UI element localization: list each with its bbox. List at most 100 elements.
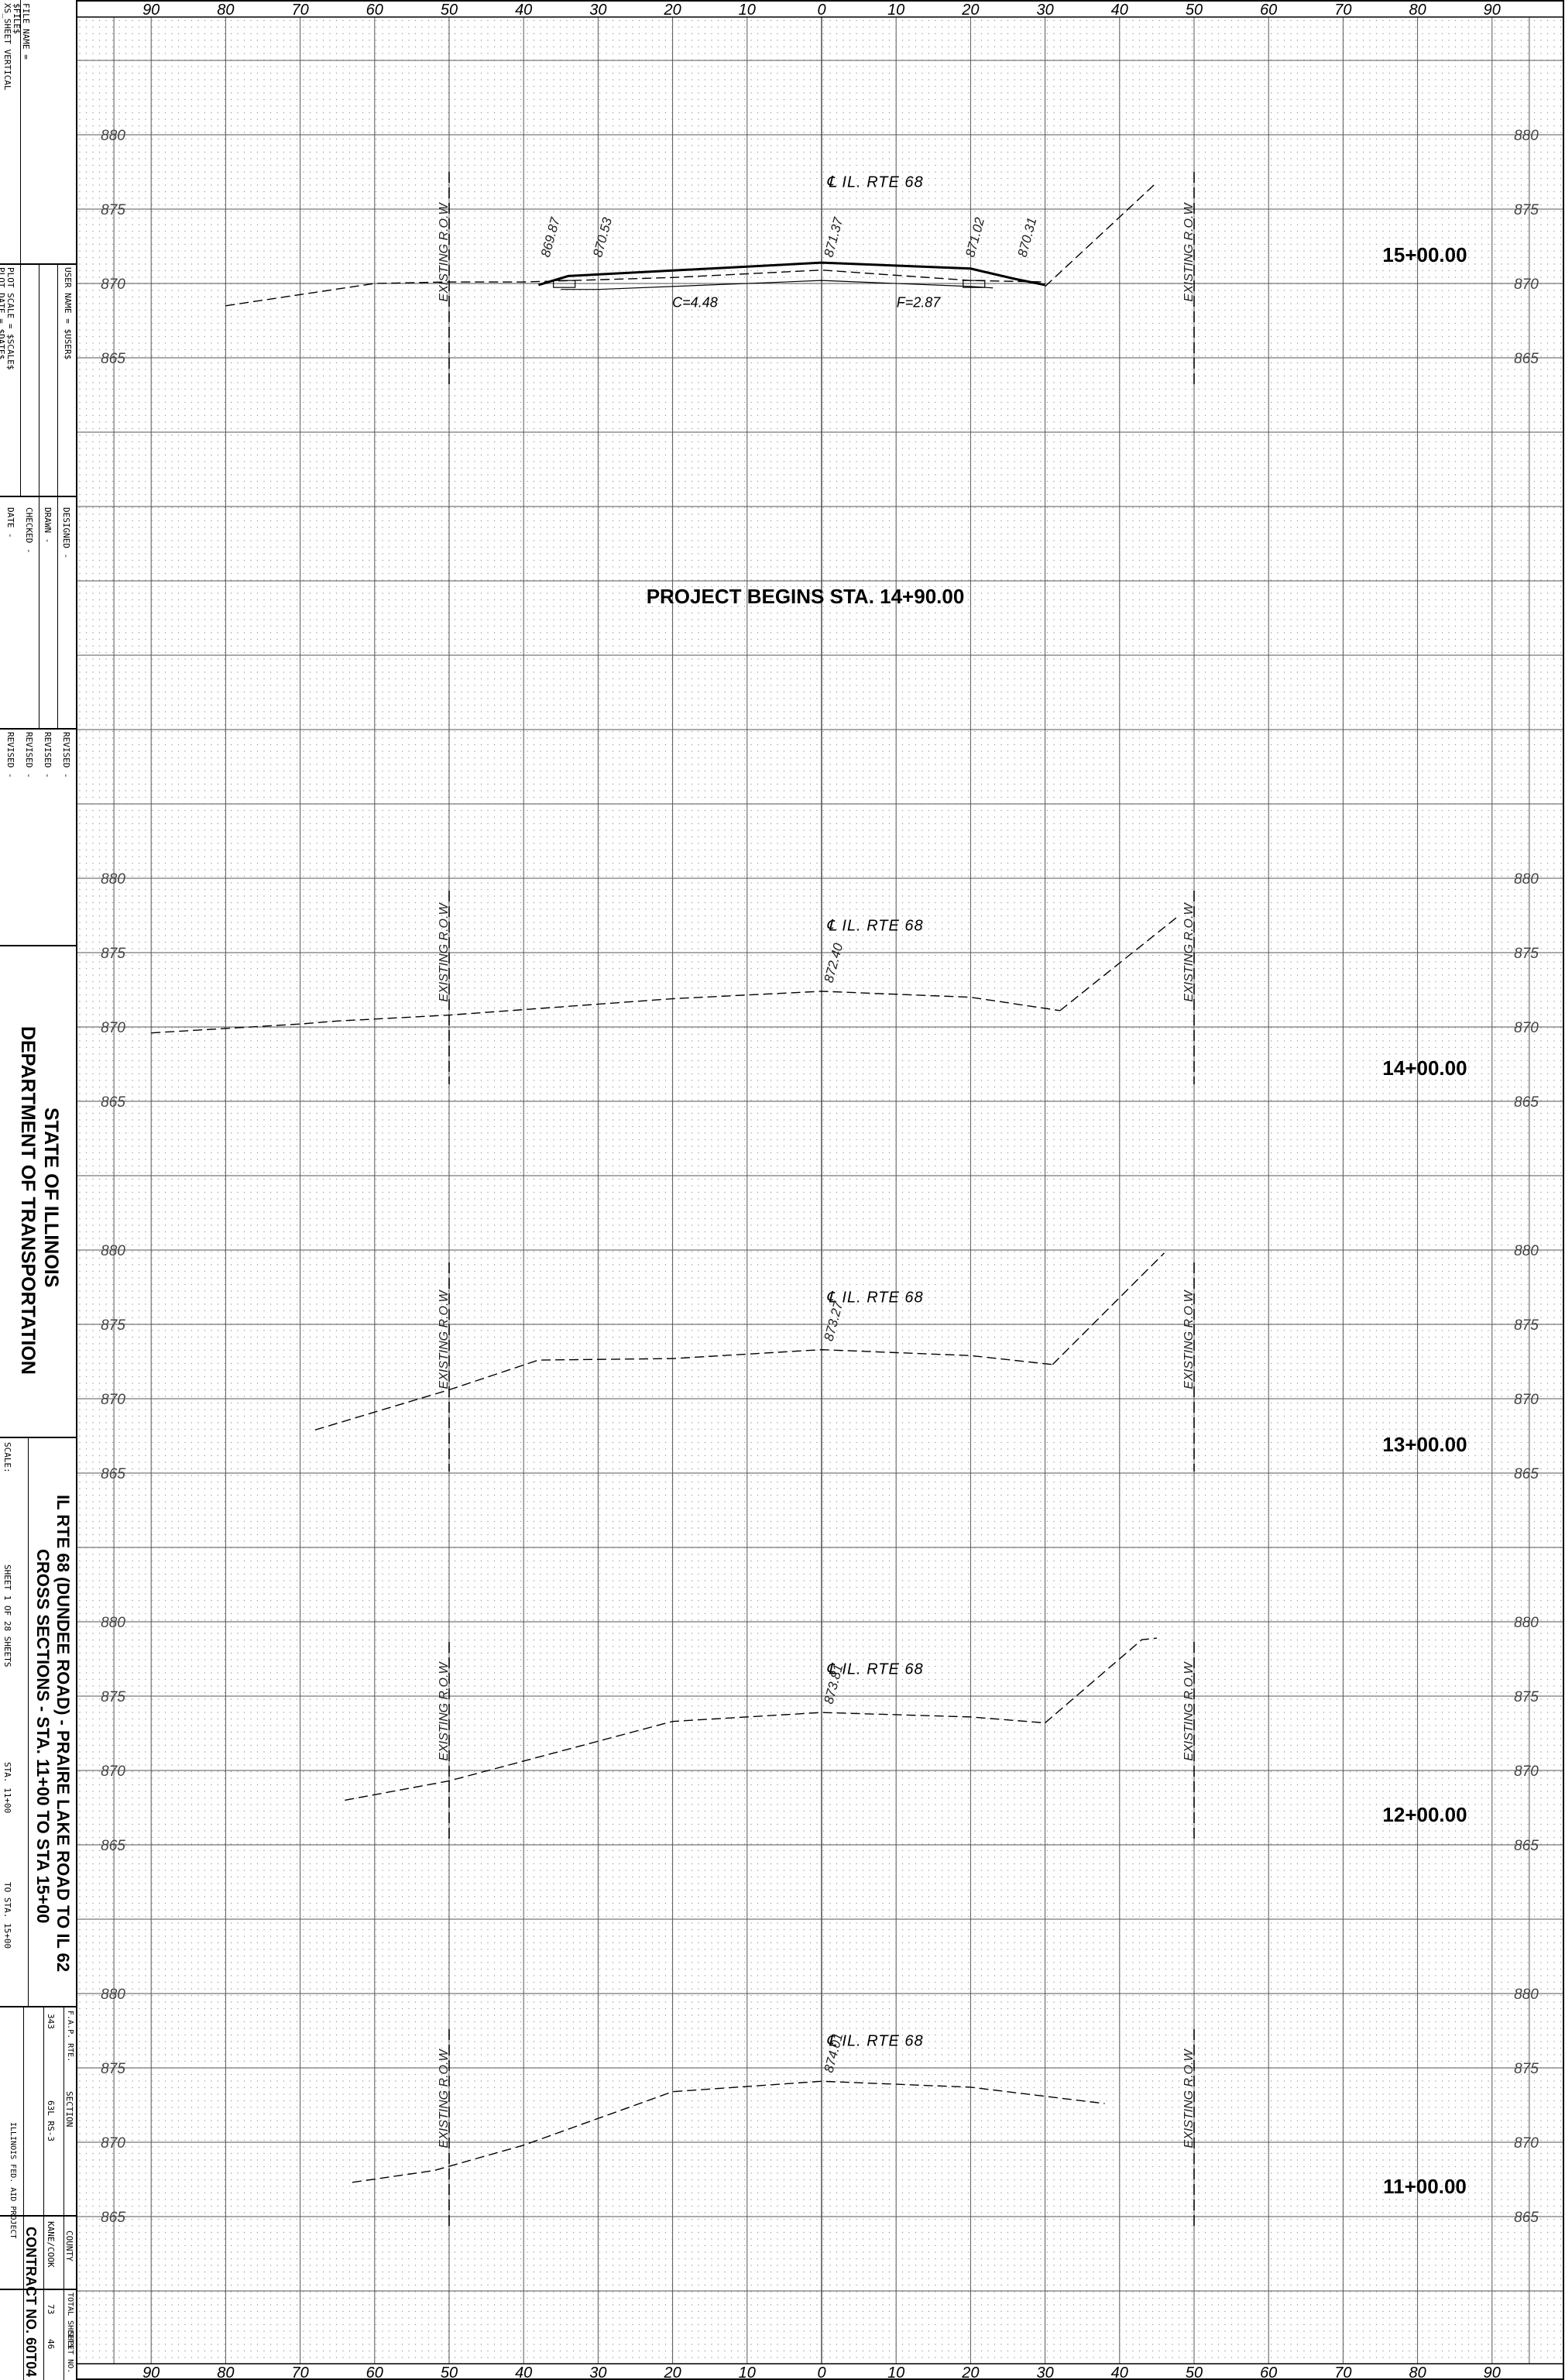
station-to: TO STA. 15+00 [2,1882,12,1949]
elevation-label: 875 [101,1317,125,1334]
cross-section-13+00.00: 880 880 875 875 870 870 865 865 EXISTING R.O.W EX… [101,1243,1539,1482]
section-header: SECTION [64,2091,74,2128]
elevation-label: 875 [1514,946,1539,962]
offset-tick-label: 30 [589,2,606,19]
elevation-label: 865 [101,1094,125,1111]
top-offset-axis: 90 80 70 60 50 40 30 20 10 0 10 20 30 40 50 60 70 80 90 [142,2,1501,19]
elevation-label: 880 [101,128,125,144]
date-field: DATE - [5,507,15,538]
offset-tick-label: 10 [887,2365,904,2380]
fap-rte-value: 343 [46,2014,56,2029]
sheet-no-header: SHEET NO. [66,2331,74,2374]
elevation-label: 870 [1514,276,1539,293]
elevation-label: 875 [101,1689,125,1705]
side-slope-line [1045,181,1158,287]
section-value: 63L RS-3 [46,2100,56,2141]
bottom-offset-axis: 90 80 70 60 50 40 30 20 10 0 10 20 30 40 50 60 70 80 90 [142,2365,1501,2380]
offset-tick-label: 60 [366,2,383,19]
offset-tick-label: 10 [739,2365,756,2380]
project-begins-note: PROJECT BEGINS STA. 14+90.00 [647,585,965,608]
offset-tick-label: 30 [1036,2365,1053,2380]
curb-left [553,280,576,288]
row-label: EXISTING R.O.W [1182,1290,1196,1389]
plot-date: PLOT DATE = $DATE$ [0,267,6,360]
proposed-pavement-line [538,261,1045,287]
elevation-label: 865 [101,2210,125,2226]
offset-tick-label: 50 [441,2365,458,2380]
offset-tick-label: 80 [1409,2365,1426,2380]
elevation-label: 870 [1514,2135,1539,2152]
file-name-label: FILE NAME = [21,3,31,60]
revised-field: REVISED - [5,732,15,778]
row-label: EXISTING R.O.W [1182,1661,1196,1761]
station-label: 12+00.00 [1382,1803,1467,1826]
offset-tick-label: 20 [663,2365,681,2380]
offset-tick-label: 40 [515,2,532,19]
offset-tick-label: 70 [1334,2365,1351,2380]
total-sheets-value: 73 [46,2304,56,2315]
offset-tick-label: 20 [961,2365,979,2380]
elevation-label: 870 [1514,1020,1539,1036]
sheet-title-line-2: CROSS SECTIONS - STA. 11+00 TO STA 15+00 [33,1549,53,1924]
elevation-label: 865 [1514,2210,1539,2226]
offset-tick-label: 50 [441,2,458,19]
offset-tick-label: 10 [739,2,756,19]
offset-tick-label: 20 [961,2,979,19]
offset-tick-label: 60 [366,2365,383,2380]
row-label: EXISTING R.O.W [438,1290,451,1389]
drawn-field: DRAWN - [43,507,53,544]
offset-tick-label: 90 [142,2,160,19]
offset-tick-label: 40 [1111,2365,1128,2380]
elevation-label: 875 [101,2061,125,2077]
scale-label: SCALE: [2,1442,12,1473]
existing-ground-line [314,1348,1053,1430]
offset-tick-label: 10 [887,2,904,19]
elevation-label: 880 [1514,128,1539,144]
side-slope-line [1045,1637,1157,1724]
elevation-label: 870 [1514,1764,1539,1780]
elevation-label: 865 [101,351,125,367]
elevation-label: 870 [101,1764,125,1780]
station-label: 15+00.00 [1382,243,1467,266]
row-label: EXISTING R.O.W [1182,2049,1196,2148]
offset-tick-label: 20 [663,2,681,19]
row-label: EXISTING R.O.W [438,902,451,1002]
elevation-label: 880 [1514,1615,1539,1631]
elevation-label: 880 [101,871,125,888]
checked-field: CHECKED - [24,507,34,554]
offset-tick-label: 30 [589,2365,606,2380]
elevation-label: 880 [1514,1243,1539,1259]
elevation-label: 865 [1514,1838,1539,1854]
offset-tick-label: 0 [817,2,825,19]
offset-tick-label: 90 [1484,2,1501,19]
elevation-label: 870 [101,1392,125,1408]
revised-field: REVISED - [24,732,34,778]
elevation-label: 875 [1514,2061,1539,2077]
offset-tick-label: 30 [1036,2,1053,19]
offset-tick-label: 80 [217,2365,234,2380]
elevation-label: 875 [1514,202,1539,218]
centerline-label: ℄ IL. RTE 68 [826,1661,924,1678]
elevation-label: 875 [101,202,125,218]
fed-aid-label: ILLINOIS FED. AID PROJECT [9,2122,17,2239]
file-name-value: $FILE$ [12,3,22,34]
existing-ground-line [151,991,1060,1034]
sheet-of-sheets: SHEET 1 OF 28 SHEETS [2,1564,12,1667]
offset-tick-label: 40 [515,2365,532,2380]
elevation-label: 870 [101,2135,125,2152]
row-label: EXISTING R.O.W [438,202,451,302]
elevation-label: 865 [1514,351,1539,367]
station-from: STA. 11+00 [2,1762,12,1814]
elevation-label: 880 [1514,871,1539,888]
curb-right [963,280,986,288]
elevation-label: 880 [1514,1987,1539,2003]
row-label: EXISTING R.O.W [1182,902,1196,1002]
title-block: FILE NAME = $FILE$ XS_SHEET VERTICAL USE… [0,0,77,2380]
side-slope-line [1059,915,1180,1011]
state-name: STATE OF ILLINOIS [40,1108,62,1288]
offset-tick-label: 70 [291,2365,308,2380]
designed-field: DESIGNED - [61,507,71,559]
station-label: 13+00.00 [1382,1433,1467,1456]
offset-tick-label: 0 [817,2365,825,2380]
